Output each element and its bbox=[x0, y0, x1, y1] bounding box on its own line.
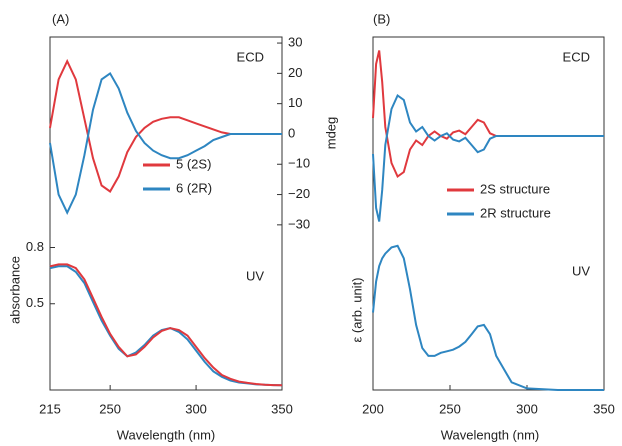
y-axis-label: mdeg bbox=[323, 117, 338, 150]
y-axis-label: ε (arb. unit) bbox=[349, 277, 364, 342]
line-series bbox=[372, 93, 604, 222]
x-tick-label: 300 bbox=[185, 401, 207, 416]
x-tick-label: 350 bbox=[271, 401, 293, 416]
x-tick-label: 250 bbox=[99, 401, 121, 416]
y-tick-label: −20 bbox=[288, 186, 310, 201]
panel-a-frame bbox=[49, 36, 283, 391]
x-tick-label: 250 bbox=[439, 401, 461, 416]
y-tick-label: −30 bbox=[288, 216, 310, 231]
y-tick-label: 0 bbox=[288, 125, 295, 140]
y-tick-label: 30 bbox=[288, 34, 302, 49]
y-axis-label: absorbance bbox=[7, 256, 22, 324]
panel-label: (A) bbox=[52, 11, 69, 26]
x-axis-label: Wavelength (nm) bbox=[117, 427, 216, 442]
x-tick-label: 350 bbox=[593, 401, 615, 416]
line-series bbox=[49, 263, 283, 387]
legend-label: 6 (2R) bbox=[176, 180, 212, 195]
x-tick-label: 215 bbox=[39, 401, 61, 416]
line-series bbox=[49, 71, 282, 216]
panel-b-frame bbox=[372, 36, 605, 391]
legend-label: 5 (2S) bbox=[176, 156, 211, 171]
x-tick-label: 200 bbox=[362, 401, 384, 416]
annotation: ECD bbox=[563, 49, 590, 64]
y-tick-label: 0.8 bbox=[26, 239, 44, 254]
y-tick-label: −10 bbox=[288, 156, 310, 171]
line-series bbox=[372, 244, 604, 391]
legend-label: 2R structure bbox=[480, 205, 551, 220]
annotation: UV bbox=[572, 263, 590, 278]
y-tick-label: 20 bbox=[288, 65, 302, 80]
annotation: UV bbox=[246, 268, 264, 283]
line-series bbox=[49, 58, 282, 193]
y-tick-label: 10 bbox=[288, 95, 302, 110]
line-series bbox=[49, 265, 283, 387]
x-axis-label: Wavelength (nm) bbox=[441, 427, 540, 442]
x-tick-label: 300 bbox=[516, 401, 538, 416]
legend-label: 2S structure bbox=[480, 181, 550, 196]
annotation: ECD bbox=[237, 49, 264, 64]
y-tick-label: 0.5 bbox=[26, 295, 44, 310]
panel-label: (B) bbox=[373, 11, 390, 26]
